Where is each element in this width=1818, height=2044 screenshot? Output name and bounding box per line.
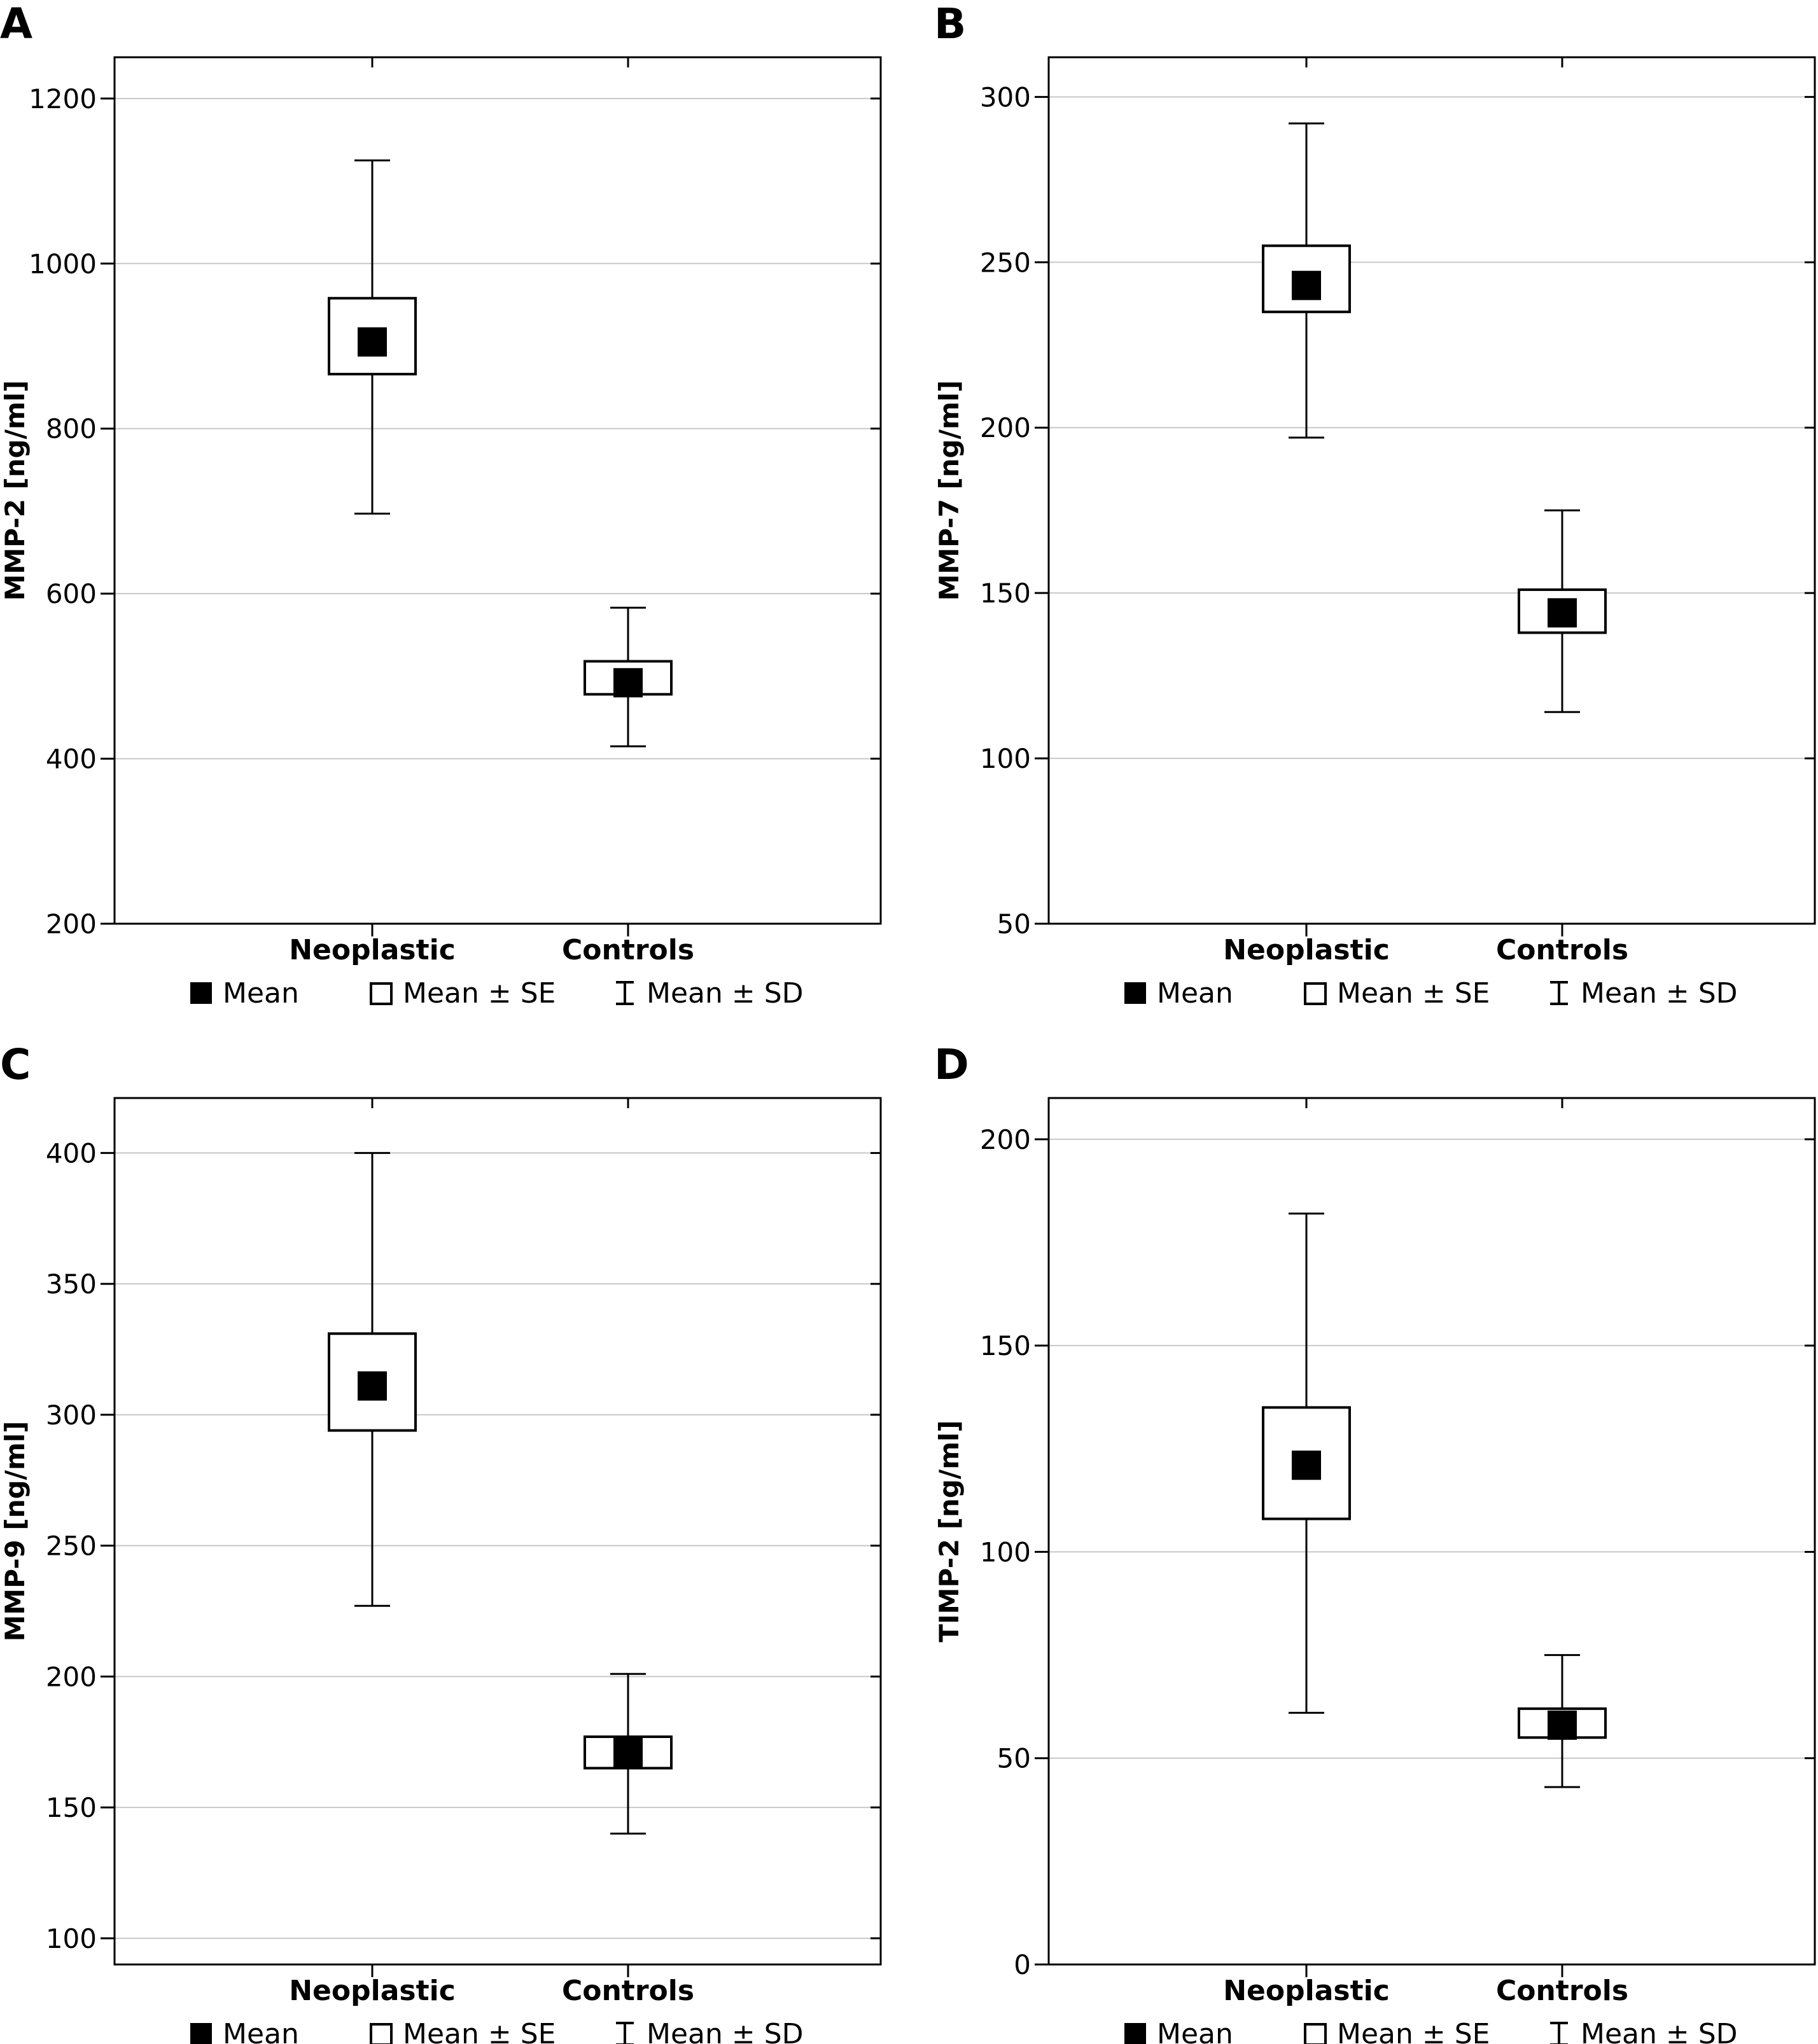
mean-marker <box>1292 270 1321 300</box>
mean-marker <box>613 668 643 698</box>
y-tick-label: 250 <box>980 247 1031 278</box>
legend-sd-swatch <box>1550 2022 1568 2044</box>
legend-mean-label: Mean <box>1157 977 1233 1010</box>
plot-frame <box>1047 1097 1816 1966</box>
legend-sd-label: Mean ± SD <box>1581 977 1738 1010</box>
group-neoplastic <box>328 159 417 515</box>
group-controls <box>584 1672 673 1835</box>
x-tick-label: Neoplastic <box>1223 1975 1390 2007</box>
legend-mean-label: Mean <box>1157 2018 1233 2044</box>
y-tick-label: 400 <box>46 1137 97 1169</box>
panel-b: B 50 100 150 200 250 300 Neoplastic Controls MMP-… <box>933 0 1816 1010</box>
x-tick-label: Controls <box>562 934 694 966</box>
y-tick-label: 150 <box>980 1330 1031 1361</box>
y-tick-label: 1000 <box>29 248 97 279</box>
legend-se-label: Mean ± SE <box>403 977 556 1010</box>
mean-marker <box>613 1737 643 1767</box>
y-axis-label: MMP-9 [ng/ml] <box>0 1421 31 1642</box>
y-tick-label: 800 <box>46 414 97 445</box>
plot-frame <box>113 1097 882 1966</box>
y-tick-label: 200 <box>46 1661 97 1692</box>
legend-sd-swatch <box>1550 981 1568 1005</box>
legend: Mean Mean ± SE Mean ± SD <box>1124 977 1738 1010</box>
legend-mean-label: Mean <box>223 977 299 1010</box>
y-tick-label: 300 <box>46 1400 97 1431</box>
mean-marker <box>1292 1450 1321 1480</box>
mean-marker <box>358 327 387 357</box>
y-axis-label: MMP-2 [ng/ml] <box>0 380 31 601</box>
y-tick-label: 350 <box>46 1269 97 1300</box>
legend-se-label: Mean ± SE <box>1337 2018 1490 2044</box>
y-tick-label: 250 <box>46 1531 97 1562</box>
legend-sd-swatch <box>616 981 634 1005</box>
group-neoplastic <box>1262 1213 1351 1714</box>
mean-marker <box>358 1371 387 1401</box>
x-tick-label: Controls <box>562 1975 694 2007</box>
y-tick-label: 200 <box>980 1124 1031 1155</box>
y-tick-label: 1200 <box>29 83 97 115</box>
x-tick-label: Neoplastic <box>289 934 456 966</box>
legend-sd-swatch <box>616 2022 634 2044</box>
mean-marker <box>1548 1710 1577 1740</box>
legend-se-swatch <box>370 982 393 1005</box>
legend-mean-swatch <box>1124 982 1146 1004</box>
group-controls <box>1518 509 1607 713</box>
y-axis-label: TIMP-2 [ng/ml] <box>933 1420 965 1642</box>
legend: Mean Mean ± SE Mean ± SD <box>190 977 804 1010</box>
y-tick-label: 0 <box>1014 1949 1031 1980</box>
group-neoplastic <box>328 1151 417 1607</box>
plot-frame <box>1047 56 1816 925</box>
panel-label: B <box>934 0 966 48</box>
panel-label: A <box>0 0 32 48</box>
y-tick-label: 300 <box>980 81 1031 113</box>
x-tick-label: Neoplastic <box>289 1975 456 2007</box>
legend-sd-label: Mean ± SD <box>1581 2018 1738 2044</box>
panel-label: C <box>0 1040 31 1089</box>
panel-d: D 0 50 100 150 200 Neoplastic Controls TIMP-2 [n… <box>933 1040 1816 2044</box>
legend-se-swatch <box>1304 2023 1327 2044</box>
y-tick-label: 100 <box>980 1536 1031 1568</box>
y-axis-label: MMP-7 [ng/ml] <box>933 380 965 601</box>
y-tick-label: 100 <box>980 743 1031 774</box>
y-tick-label: 400 <box>46 744 97 775</box>
y-tick-label: 600 <box>46 578 97 609</box>
legend-mean-swatch <box>190 982 212 1004</box>
y-tick-label: 150 <box>980 578 1031 609</box>
x-tick-label: Controls <box>1496 934 1628 966</box>
group-controls <box>1518 1654 1607 1788</box>
legend-mean-label: Mean <box>223 2018 299 2044</box>
legend-se-swatch <box>1304 982 1327 1005</box>
y-tick-label: 100 <box>46 1923 97 1954</box>
panel-c: C 100 150 200 250 300 350 400 Neoplastic Controls… <box>0 1040 882 2044</box>
group-neoplastic <box>1262 122 1351 439</box>
y-tick-label: 50 <box>997 1743 1031 1774</box>
y-tick-label: 200 <box>46 908 97 940</box>
legend-mean-swatch <box>1124 2023 1146 2044</box>
legend-sd-label: Mean ± SD <box>647 977 804 1010</box>
plot-frame <box>113 56 882 925</box>
x-tick-label: Neoplastic <box>1223 934 1390 966</box>
legend: Mean Mean ± SE Mean ± SD <box>1124 2018 1738 2044</box>
legend-sd-label: Mean ± SD <box>647 2018 804 2044</box>
legend-se-label: Mean ± SE <box>403 2018 556 2044</box>
panel-label: D <box>934 1040 969 1089</box>
x-tick-label: Controls <box>1496 1975 1628 2007</box>
legend-se-label: Mean ± SE <box>1337 977 1490 1010</box>
legend: Mean Mean ± SE Mean ± SD <box>190 2018 804 2044</box>
legend-mean-swatch <box>190 2023 212 2044</box>
group-controls <box>584 606 673 747</box>
mean-marker <box>1548 598 1577 628</box>
y-tick-label: 200 <box>980 412 1031 443</box>
y-tick-label: 150 <box>46 1792 97 1823</box>
y-tick-label: 50 <box>997 908 1031 940</box>
legend-se-swatch <box>370 2023 393 2044</box>
